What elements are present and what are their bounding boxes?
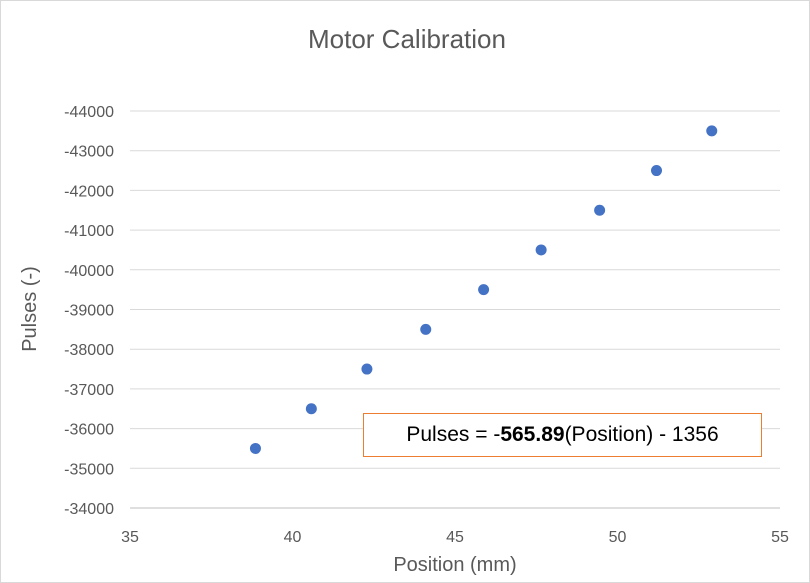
x-axis-ticks: 35 40 45 50 55 bbox=[121, 529, 789, 546]
y-axis-label: Pulses (-) bbox=[19, 266, 41, 352]
equation-suffix: (Position) - 1356 bbox=[564, 423, 719, 446]
data-points bbox=[249, 125, 718, 454]
y-tick-label: -38000 bbox=[64, 342, 114, 359]
y-tick-label: -35000 bbox=[64, 461, 114, 478]
x-tick-label: 45 bbox=[446, 529, 464, 546]
data-point bbox=[594, 204, 606, 216]
chart-title: Motor Calibration bbox=[308, 24, 506, 54]
y-tick-label: -36000 bbox=[64, 422, 114, 439]
y-tick-label: -34000 bbox=[64, 501, 114, 518]
y-axis-ticks: -44000 -43000 -42000 -41000 -40000 -39000 -380… bbox=[64, 104, 114, 518]
data-point bbox=[361, 363, 373, 375]
x-tick-label: 55 bbox=[771, 529, 789, 546]
x-tick-label: 40 bbox=[284, 529, 302, 546]
y-tick-label: -39000 bbox=[64, 303, 114, 320]
y-tick-label: -40000 bbox=[64, 263, 114, 280]
y-tick-label: -44000 bbox=[64, 104, 114, 121]
y-tick-label: -41000 bbox=[64, 223, 114, 240]
data-point bbox=[305, 403, 317, 415]
y-tick-label: -43000 bbox=[64, 144, 114, 161]
x-tick-label: 50 bbox=[609, 529, 627, 546]
equation-coefficient: 565.89 bbox=[500, 423, 565, 446]
y-tick-label: -37000 bbox=[64, 382, 114, 399]
y-tick-label: -42000 bbox=[64, 183, 114, 200]
data-point bbox=[420, 323, 432, 335]
data-point bbox=[651, 165, 662, 177]
x-axis-label: Position (mm) bbox=[393, 554, 516, 576]
data-point bbox=[249, 442, 261, 454]
data-point bbox=[706, 125, 718, 137]
trendline-equation: Pulses = -565.89 (Position) - 1356 bbox=[363, 413, 762, 457]
x-tick-label: 35 bbox=[121, 529, 139, 546]
data-point bbox=[535, 244, 547, 256]
equation-prefix: Pulses = - bbox=[406, 423, 501, 446]
data-point bbox=[478, 284, 490, 296]
